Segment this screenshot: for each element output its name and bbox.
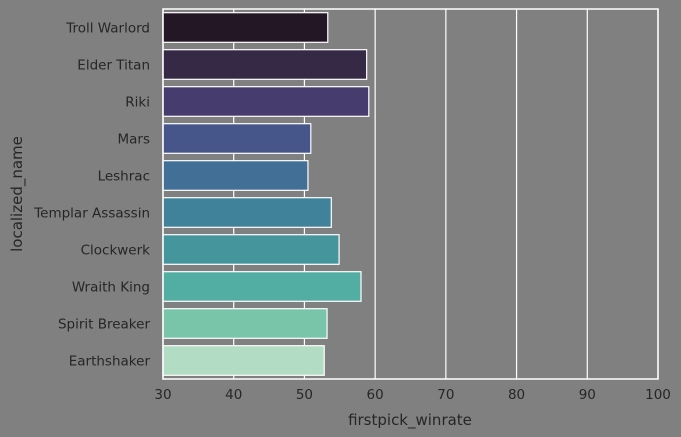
- x-tick-label: 60: [367, 387, 384, 403]
- x-axis-label: firstpick_winrate: [348, 411, 472, 430]
- bar: [162, 49, 368, 80]
- bars: [162, 12, 370, 376]
- x-tick-label: 80: [508, 387, 525, 403]
- bar: [162, 160, 309, 191]
- y-tick-label: Mars: [117, 132, 150, 148]
- y-tick-label: Leshrac: [98, 169, 150, 185]
- x-tick-labels: 30 40 50 60 70 80 90 100: [154, 387, 670, 403]
- y-axis-label: localized_name: [8, 136, 27, 252]
- y-tick-label: Templar Assassin: [33, 206, 150, 222]
- x-tick-label: 30: [154, 387, 171, 403]
- y-tick-label: Troll Warlord: [65, 21, 150, 37]
- x-tick-label: 50: [296, 387, 313, 403]
- y-tick-label: Wraith King: [72, 280, 150, 296]
- bar: [162, 123, 312, 154]
- y-tick-label: Riki: [125, 95, 150, 111]
- y-tick-label: Earthshaker: [69, 354, 151, 370]
- bar: [162, 234, 340, 265]
- bar: [162, 12, 329, 43]
- bar: [162, 86, 370, 117]
- x-tick-label: 40: [225, 387, 242, 403]
- x-tick-label: 70: [437, 387, 454, 403]
- y-tick-label: Elder Titan: [77, 58, 150, 74]
- bar: [162, 197, 332, 228]
- bar: [162, 345, 325, 376]
- bar: [162, 308, 328, 339]
- y-tick-labels: Troll Warlord Elder Titan Riki Mars Leshrac T…: [33, 21, 150, 370]
- y-tick-label: Spirit Breaker: [58, 317, 151, 333]
- bar: [162, 271, 362, 302]
- x-tick-label: 90: [579, 387, 596, 403]
- plot-frame: [162, 8, 659, 380]
- x-tick-label: 100: [645, 387, 671, 403]
- y-tick-label: Clockwerk: [81, 243, 151, 259]
